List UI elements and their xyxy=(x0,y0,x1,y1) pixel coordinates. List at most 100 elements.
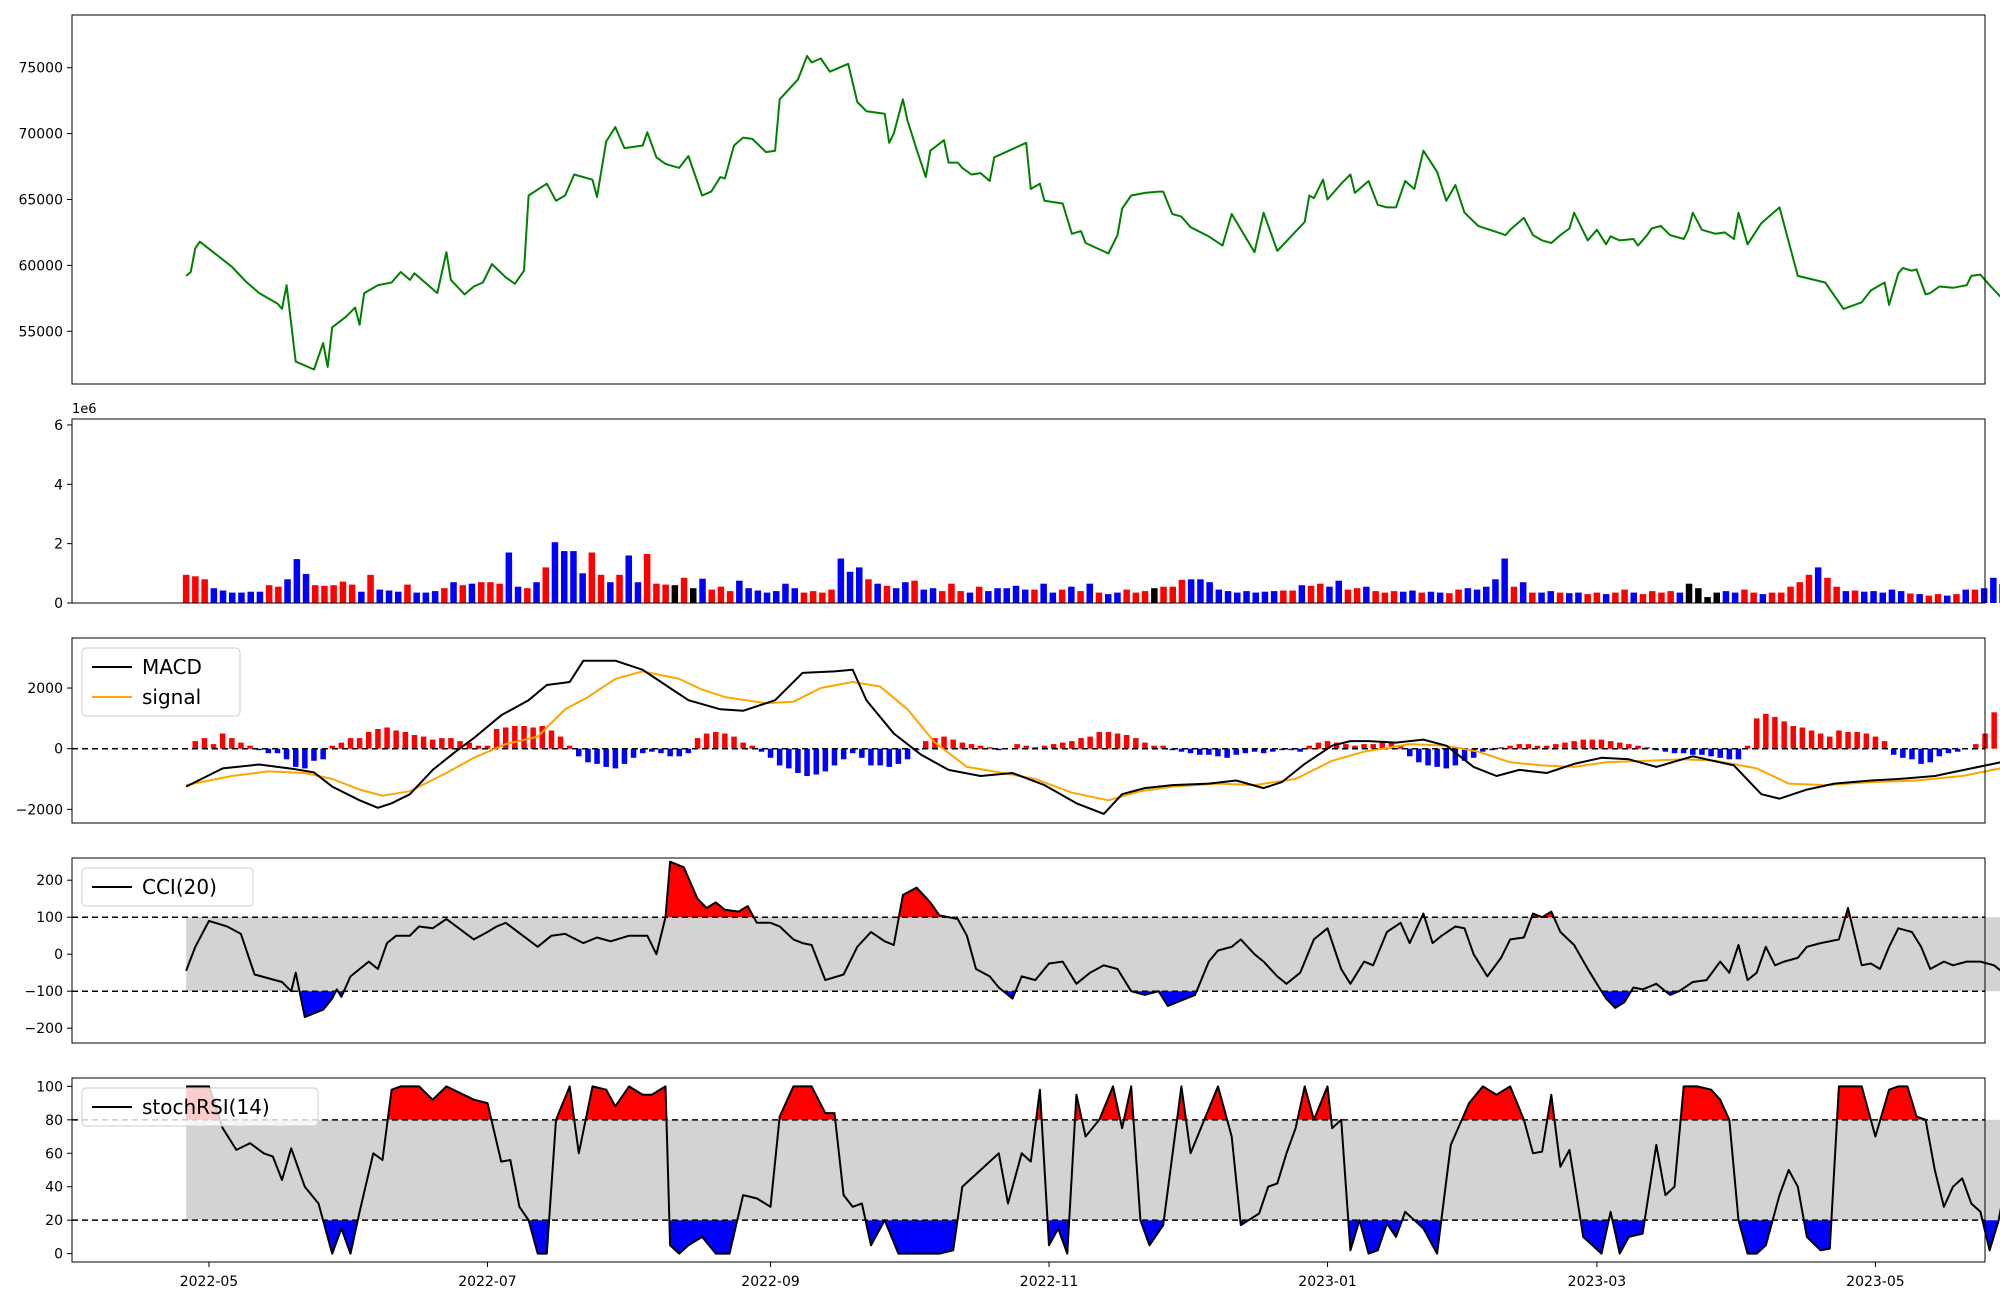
macd-histogram-bar xyxy=(1169,748,1176,751)
x-tick-label: 2023-05 xyxy=(1846,1274,1905,1290)
macd-histogram-bar xyxy=(1516,744,1523,749)
macd-histogram-bar xyxy=(1123,735,1130,749)
volume-bar xyxy=(201,579,208,603)
volume-bar xyxy=(1270,591,1278,603)
macd-histogram-bar xyxy=(950,739,956,749)
macd-histogram-bar xyxy=(868,748,874,766)
volume-bar xyxy=(487,582,494,603)
x-tick-label: 2023-01 xyxy=(1298,1274,1357,1290)
volume-bar xyxy=(238,592,245,603)
macd-histogram-bar xyxy=(566,745,573,749)
volume-bar xyxy=(1492,579,1499,603)
volume-bar xyxy=(957,591,964,603)
macd-histogram-bar xyxy=(1078,738,1084,749)
macd-histogram-bar xyxy=(1215,748,1221,757)
volume-bar xyxy=(939,591,946,603)
volume-bar xyxy=(1602,594,1610,603)
volume-bar xyxy=(1630,592,1637,603)
volume-bar xyxy=(1086,583,1093,603)
volume-bar xyxy=(625,555,632,603)
volume-bar xyxy=(1455,589,1462,603)
volume-bar xyxy=(413,592,420,603)
volume-bar xyxy=(902,582,909,603)
volume-bar xyxy=(1750,592,1757,603)
volume-bar xyxy=(791,588,798,603)
volume-bar xyxy=(929,588,937,603)
stochrsi-frame xyxy=(71,1077,1986,1263)
volume-bar xyxy=(1344,589,1352,603)
macd-histogram-bar xyxy=(411,735,418,749)
macd-histogram-bar xyxy=(1233,748,1239,755)
macd-histogram-bar xyxy=(850,748,856,754)
macd-histogram-bar xyxy=(1251,748,1258,752)
volume-bar xyxy=(1916,594,1923,603)
volume-bar xyxy=(1446,593,1453,603)
macd-histogram-bar xyxy=(1726,748,1733,760)
volume-bar xyxy=(219,590,227,603)
volume-bar xyxy=(1012,585,1020,603)
volume-bar xyxy=(1400,591,1407,603)
volume-bar xyxy=(284,579,291,603)
cci-ytick-label: −100 xyxy=(25,984,63,1000)
volume-bar xyxy=(865,579,872,603)
stochrsi-ytick-label: 100 xyxy=(36,1079,63,1095)
cci-oversold-fill xyxy=(186,991,2000,1018)
volume-bar xyxy=(699,578,706,603)
macd-histogram-bar xyxy=(1553,744,1559,749)
macd-histogram-bar xyxy=(877,748,883,766)
macd-histogram-bar xyxy=(703,733,710,749)
macd-histogram-bar xyxy=(293,748,299,767)
volume-bar xyxy=(1575,592,1582,603)
stochrsi-band xyxy=(186,1119,2000,1221)
macd-histogram-bar xyxy=(192,741,198,749)
price-line xyxy=(185,54,2000,371)
volume-bar xyxy=(1307,585,1315,603)
volume-bar xyxy=(1529,592,1536,603)
macd-histogram-bar xyxy=(786,748,792,769)
macd-histogram-bar xyxy=(274,748,281,754)
macd-histogram-bar xyxy=(722,733,728,749)
macd-histogram-bar xyxy=(1114,733,1121,749)
macd-histogram-bar xyxy=(585,748,591,763)
volume-bar xyxy=(1436,592,1444,603)
macd-histogram-bar xyxy=(311,748,317,761)
volume-bar xyxy=(1206,582,1213,603)
volume-bar xyxy=(1169,586,1176,603)
macd-histogram-bar xyxy=(1763,713,1769,749)
volume-ytick-label: 6 xyxy=(54,418,63,434)
macd-histogram-bar xyxy=(1333,742,1340,749)
macd-histogram-bar xyxy=(439,738,445,749)
volume-bar xyxy=(1095,592,1103,603)
macd-histogram-bar xyxy=(210,744,217,749)
macd-histogram-bar xyxy=(1589,739,1596,749)
macd-histogram-bar xyxy=(1881,741,1888,749)
volume-bar xyxy=(505,552,513,603)
volume-bar xyxy=(782,583,789,603)
macd-histogram-bar xyxy=(987,747,993,749)
macd-histogram-bar xyxy=(1050,744,1057,749)
macd-histogram-bar xyxy=(1863,733,1870,749)
volume-bar xyxy=(1381,592,1389,603)
volume-bar xyxy=(966,592,974,603)
macd-histogram-bar xyxy=(484,745,491,749)
macd-histogram-bar xyxy=(1498,747,1504,749)
macd-histogram-bar xyxy=(594,748,600,764)
volume-bar xyxy=(1658,592,1665,603)
macd-histogram-bar xyxy=(1397,745,1404,749)
macd-histogram-bar xyxy=(1772,716,1778,749)
volume-bar xyxy=(1197,579,1204,603)
volume-bar xyxy=(1003,588,1010,603)
volume-bar xyxy=(395,591,402,603)
volume-bar xyxy=(1335,580,1342,603)
x-tick-label: 2022-09 xyxy=(741,1274,800,1290)
volume-bar xyxy=(994,588,1001,603)
macd-histogram-bar xyxy=(1690,748,1696,755)
volume-bar xyxy=(1243,591,1250,603)
macd-histogram-bar xyxy=(1827,736,1833,749)
macd-histogram-bar xyxy=(238,742,244,749)
volume-bar xyxy=(1187,579,1195,603)
macd-histogram-bar xyxy=(749,745,755,749)
volume-bar xyxy=(1418,592,1425,603)
volume-bar xyxy=(1888,589,1896,603)
macd-histogram-bar xyxy=(731,736,737,749)
